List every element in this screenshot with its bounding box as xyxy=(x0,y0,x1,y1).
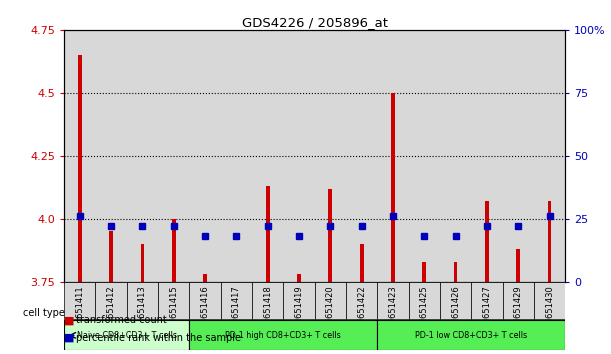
Bar xyxy=(378,30,409,282)
Text: GSM651427: GSM651427 xyxy=(483,286,491,337)
Bar xyxy=(297,274,301,282)
Bar xyxy=(534,30,565,282)
Bar xyxy=(534,282,565,319)
Text: GSM651430: GSM651430 xyxy=(545,286,554,337)
Text: GSM651417: GSM651417 xyxy=(232,286,241,337)
Bar xyxy=(516,249,520,282)
Bar xyxy=(221,30,252,282)
Bar xyxy=(221,282,252,319)
Bar xyxy=(315,282,346,319)
Bar xyxy=(329,189,332,282)
Bar xyxy=(95,30,127,282)
Text: GSM651415: GSM651415 xyxy=(169,286,178,336)
Text: GSM651416: GSM651416 xyxy=(200,286,210,337)
Text: transformed count: transformed count xyxy=(76,315,167,325)
Text: GSM651413: GSM651413 xyxy=(138,286,147,337)
Text: GSM651426: GSM651426 xyxy=(451,286,460,337)
Bar xyxy=(95,282,127,319)
Bar xyxy=(109,232,113,282)
Bar xyxy=(158,282,189,319)
Bar xyxy=(503,30,534,282)
Text: GSM651429: GSM651429 xyxy=(514,286,522,336)
Bar xyxy=(203,274,207,282)
Bar xyxy=(64,320,189,350)
Bar xyxy=(315,30,346,282)
Bar xyxy=(127,30,158,282)
Bar xyxy=(440,282,471,319)
Text: ■: ■ xyxy=(64,333,75,343)
Bar xyxy=(189,30,221,282)
Bar xyxy=(266,186,269,282)
Bar xyxy=(64,30,95,282)
Bar xyxy=(346,282,378,319)
Text: Naive CD8+CD3+ T cells: Naive CD8+CD3+ T cells xyxy=(77,331,177,340)
Text: PD-1 low CD8+CD3+ T cells: PD-1 low CD8+CD3+ T cells xyxy=(415,331,527,340)
Bar xyxy=(440,30,471,282)
Bar xyxy=(284,30,315,282)
Text: GSM651418: GSM651418 xyxy=(263,286,272,337)
Bar xyxy=(454,262,458,282)
Bar xyxy=(409,30,440,282)
Bar xyxy=(78,55,82,282)
Text: percentile rank within the sample: percentile rank within the sample xyxy=(76,333,241,343)
Bar xyxy=(391,93,395,282)
Bar xyxy=(422,262,426,282)
Bar xyxy=(471,282,503,319)
Text: GSM651419: GSM651419 xyxy=(295,286,304,336)
Text: GSM651411: GSM651411 xyxy=(75,286,84,336)
Bar xyxy=(141,244,144,282)
Bar xyxy=(378,320,565,350)
Text: GSM651423: GSM651423 xyxy=(389,286,397,337)
Bar xyxy=(471,30,503,282)
Bar xyxy=(252,282,284,319)
Bar xyxy=(189,282,221,319)
Bar xyxy=(503,282,534,319)
Text: GSM651422: GSM651422 xyxy=(357,286,366,336)
Bar xyxy=(346,30,378,282)
Bar xyxy=(158,30,189,282)
Bar xyxy=(172,219,175,282)
Bar xyxy=(360,244,364,282)
Text: cell type: cell type xyxy=(23,308,65,318)
Title: GDS4226 / 205896_at: GDS4226 / 205896_at xyxy=(242,16,387,29)
Bar xyxy=(127,282,158,319)
Text: PD-1 high CD8+CD3+ T cells: PD-1 high CD8+CD3+ T cells xyxy=(225,331,341,340)
Text: GSM651425: GSM651425 xyxy=(420,286,429,336)
Text: GSM651420: GSM651420 xyxy=(326,286,335,336)
Bar xyxy=(378,282,409,319)
Bar xyxy=(547,201,551,282)
Bar xyxy=(189,320,378,350)
Bar xyxy=(409,282,440,319)
Bar xyxy=(252,30,284,282)
Bar xyxy=(485,201,489,282)
Text: ■: ■ xyxy=(64,315,75,325)
Bar xyxy=(64,282,95,319)
Text: GSM651412: GSM651412 xyxy=(107,286,115,336)
Bar xyxy=(284,282,315,319)
